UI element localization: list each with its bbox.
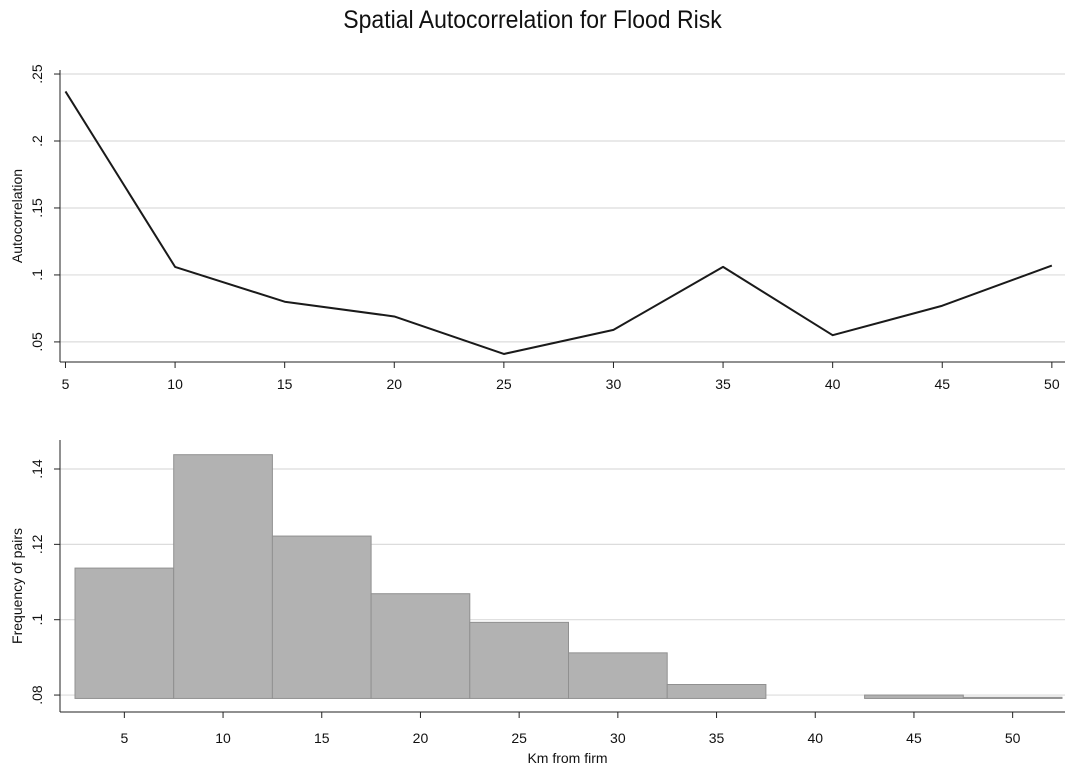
- histogram-bar: [271, 535, 372, 699]
- x-tick-label: 45: [934, 376, 950, 392]
- y-tick-label: .1: [29, 614, 45, 626]
- x-tick-label: 5: [120, 730, 128, 746]
- x-tick-label: 20: [386, 376, 402, 392]
- chart-title: Spatial Autocorrelation for Flood Risk: [343, 6, 722, 34]
- histogram-bar: [74, 567, 175, 699]
- x-tick-label: 50: [1044, 376, 1060, 392]
- y-tick-label: .12: [29, 534, 45, 554]
- y-tick-label: .25: [29, 64, 45, 84]
- x-tick-label: 30: [610, 730, 626, 746]
- x-tick-label: 20: [413, 730, 429, 746]
- x-tick-label: 50: [1005, 730, 1021, 746]
- autocorrelation-line-plot: .05 .1 .15 .2 .25 5 10 15 20 25 30 35 40 45 50 Autocorr…: [9, 64, 1065, 392]
- histogram-bar: [864, 694, 964, 699]
- histogram-bar: [568, 652, 668, 699]
- x-tick-label: 10: [215, 730, 231, 746]
- x-tick-label: 45: [906, 730, 922, 746]
- x-tick-label: 10: [167, 376, 183, 392]
- y-tick-label: .08: [29, 685, 45, 705]
- x-tick-label: 25: [511, 730, 527, 746]
- x-axis-title: Km from firm: [527, 750, 607, 766]
- y-tick-label: .14: [29, 459, 45, 479]
- y-tick-label: .1: [29, 269, 45, 281]
- histogram-bar: [469, 621, 569, 699]
- x-tick-label: 35: [709, 730, 725, 746]
- x-tick-label: 15: [277, 376, 293, 392]
- x-tick-label: 15: [314, 730, 330, 746]
- y-tick-label: .15: [29, 198, 45, 218]
- y-axis-title: Frequency of pairs: [9, 528, 25, 644]
- histogram-bar: [666, 683, 767, 699]
- y-tick-label: .2: [29, 135, 45, 147]
- autocorrelation-line: [64, 90, 1053, 355]
- x-tick-label: 30: [606, 376, 622, 392]
- y-tick-label: .05: [29, 332, 45, 352]
- x-tick-label: 35: [715, 376, 731, 392]
- histogram-bar: [173, 454, 273, 699]
- x-tick-label: 40: [807, 730, 823, 746]
- x-tick-label: 25: [496, 376, 512, 392]
- histogram-bar: [370, 593, 471, 699]
- frequency-histogram-plot: .08 .1 .12 .14 5 10 15 20 25 30 35 40 45 50 Km from fi…: [9, 440, 1065, 766]
- x-tick-label: 5: [62, 376, 70, 392]
- y-axis-title: Autocorrelation: [9, 169, 25, 263]
- histogram-bar: [962, 696, 1063, 699]
- x-tick-label: 40: [825, 376, 841, 392]
